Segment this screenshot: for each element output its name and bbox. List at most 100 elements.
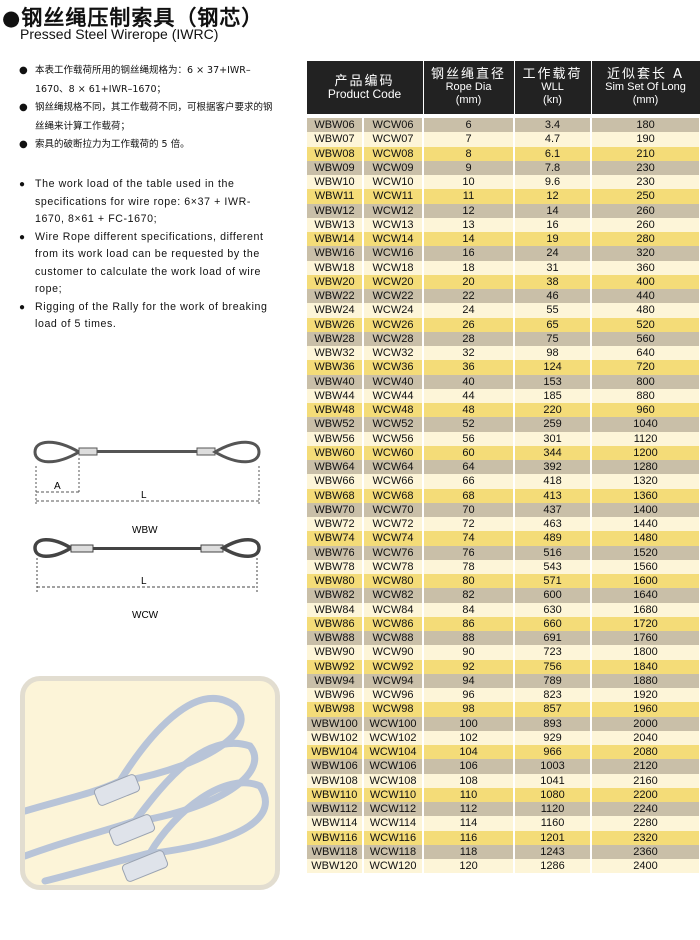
wll-cell: 1041 xyxy=(513,773,593,788)
rope-dia-cell: 13 xyxy=(422,217,516,232)
rope-dia-cell: 116 xyxy=(422,830,516,845)
set-length-cell: 2160 xyxy=(590,773,700,788)
wcw-code-cell: WCW08 xyxy=(361,146,425,161)
set-length-cell: 880 xyxy=(590,388,700,403)
set-length-cell: 1880 xyxy=(590,673,700,688)
wcw-code-cell: WCW56 xyxy=(361,431,425,446)
set-length-cell: 2400 xyxy=(590,859,700,874)
table-row: WBW48 WCW48 48 220 960 xyxy=(305,403,700,418)
table-row: WBW118 WCW118 118 1243 2360 xyxy=(305,844,700,859)
table-row: WBW36 WCW36 36 124 720 xyxy=(305,360,700,375)
table-row: WBW60 WCW60 60 344 1200 xyxy=(305,445,700,460)
wcw-code-cell: WCW10 xyxy=(361,175,425,190)
wll-cell: 75 xyxy=(513,331,593,346)
header-wll-cn: 工作载荷 xyxy=(522,67,583,82)
wcw-diagram xyxy=(33,538,261,593)
wll-cell: 98 xyxy=(513,346,593,361)
wbw-code-cell: WBW86 xyxy=(305,616,364,631)
header-rope-dia: 钢丝绳直径 Rope Dia (mm) xyxy=(422,60,515,115)
wbw-code-cell: WBW48 xyxy=(305,403,364,418)
set-length-cell: 800 xyxy=(590,374,700,389)
notes-cn-list: 本表工作载荷所用的钢丝绳规格为：6 × 37+IWR–1670、8 × 61+I… xyxy=(19,62,275,155)
note-en: The work load of the table used in the s… xyxy=(19,176,275,229)
set-length-cell: 1360 xyxy=(590,488,700,503)
table-row: WBW108 WCW108 108 1041 2160 xyxy=(305,773,700,788)
wcw-code-cell: WCW07 xyxy=(361,132,425,147)
wbw-code-cell: WBW90 xyxy=(305,645,364,660)
table-row: WBW80 WCW80 80 571 1600 xyxy=(305,574,700,589)
wcw-code-cell: WCW108 xyxy=(361,773,425,788)
rope-dia-cell: 106 xyxy=(422,759,516,774)
wcw-code-cell: WCW60 xyxy=(361,445,425,460)
table-row: WBW56 WCW56 56 301 1120 xyxy=(305,431,700,446)
set-length-cell: 720 xyxy=(590,360,700,375)
note-en: Rigging of the Rally for the work of bre… xyxy=(19,299,275,334)
wcw-code-cell: WCW74 xyxy=(361,531,425,546)
wbw-code-cell: WBW64 xyxy=(305,460,364,475)
wcw-code-cell: WCW09 xyxy=(361,160,425,175)
rope-dia-cell: 112 xyxy=(422,802,516,817)
set-length-cell: 2240 xyxy=(590,802,700,817)
wcw-code-cell: WCW94 xyxy=(361,673,425,688)
wll-cell: 1003 xyxy=(513,759,593,774)
wcw-code-cell: WCW32 xyxy=(361,346,425,361)
wcw-code-cell: WCW24 xyxy=(361,303,425,318)
wcw-code-cell: WCW92 xyxy=(361,659,425,674)
wll-cell: 789 xyxy=(513,673,593,688)
wcw-code-cell: WCW90 xyxy=(361,645,425,660)
wbw-code-cell: WBW44 xyxy=(305,388,364,403)
wll-cell: 220 xyxy=(513,403,593,418)
wcw-label: WCW xyxy=(132,610,159,621)
table-row: WBW18 WCW18 18 31 360 xyxy=(305,260,700,275)
set-length-cell: 1640 xyxy=(590,588,700,603)
rope-dia-cell: 80 xyxy=(422,574,516,589)
rope-dia-cell: 24 xyxy=(422,303,516,318)
table-row: WBW08 WCW08 8 6.1 210 xyxy=(305,146,700,161)
table-row: WBW94 WCW94 94 789 1880 xyxy=(305,673,700,688)
wcw-code-cell: WCW78 xyxy=(361,559,425,574)
wll-cell: 418 xyxy=(513,474,593,489)
notes-en-list: The work load of the table used in the s… xyxy=(19,176,275,334)
table-row: WBW106 WCW106 106 1003 2120 xyxy=(305,759,700,774)
rope-dia-cell: 22 xyxy=(422,289,516,304)
wll-cell: 543 xyxy=(513,559,593,574)
wbw-code-cell: WBW11 xyxy=(305,189,364,204)
wcw-code-cell: WCW11 xyxy=(361,189,425,204)
table-row: WBW64 WCW64 64 392 1280 xyxy=(305,460,700,475)
table-row: WBW114 WCW114 114 1160 2280 xyxy=(305,816,700,831)
header-long-en: Sim Set Of Long xyxy=(605,81,686,93)
wbw-code-cell: WBW52 xyxy=(305,417,364,432)
wbw-code-cell: WBW80 xyxy=(305,574,364,589)
wll-cell: 463 xyxy=(513,517,593,532)
wbw-code-cell: WBW76 xyxy=(305,545,364,560)
table-row: WBW84 WCW84 84 630 1680 xyxy=(305,602,700,617)
wbw-code-cell: WBW112 xyxy=(305,802,364,817)
set-length-cell: 1280 xyxy=(590,460,700,475)
table-row: WBW112 WCW112 112 1120 2240 xyxy=(305,802,700,817)
set-length-cell: 1680 xyxy=(590,602,700,617)
set-length-cell: 360 xyxy=(590,260,700,275)
wcw-code-cell: WCW28 xyxy=(361,331,425,346)
rope-dia-cell: 86 xyxy=(422,616,516,631)
table-row: WBW40 WCW40 40 153 800 xyxy=(305,374,700,389)
header-wll: 工作载荷 WLL (kn) xyxy=(513,60,592,115)
table-row: WBW16 WCW16 16 24 320 xyxy=(305,246,700,261)
wbw-code-cell: WBW08 xyxy=(305,146,364,161)
wll-cell: 571 xyxy=(513,574,593,589)
table-row: WBW26 WCW26 26 65 520 xyxy=(305,317,700,332)
table-row: WBW14 WCW14 14 19 280 xyxy=(305,232,700,247)
wcw-code-cell: WCW22 xyxy=(361,289,425,304)
rope-dia-cell: 104 xyxy=(422,745,516,760)
rope-dia-cell: 114 xyxy=(422,816,516,831)
wll-cell: 413 xyxy=(513,488,593,503)
set-length-cell: 1400 xyxy=(590,502,700,517)
wcw-code-cell: WCW104 xyxy=(361,745,425,760)
rope-dia-cell: 14 xyxy=(422,232,516,247)
set-length-cell: 2360 xyxy=(590,844,700,859)
wbw-code-cell: WBW96 xyxy=(305,688,364,703)
wll-cell: 723 xyxy=(513,645,593,660)
rope-dia-cell: 84 xyxy=(422,602,516,617)
wll-cell: 893 xyxy=(513,716,593,731)
product-photo xyxy=(20,676,280,890)
set-length-cell: 1440 xyxy=(590,517,700,532)
